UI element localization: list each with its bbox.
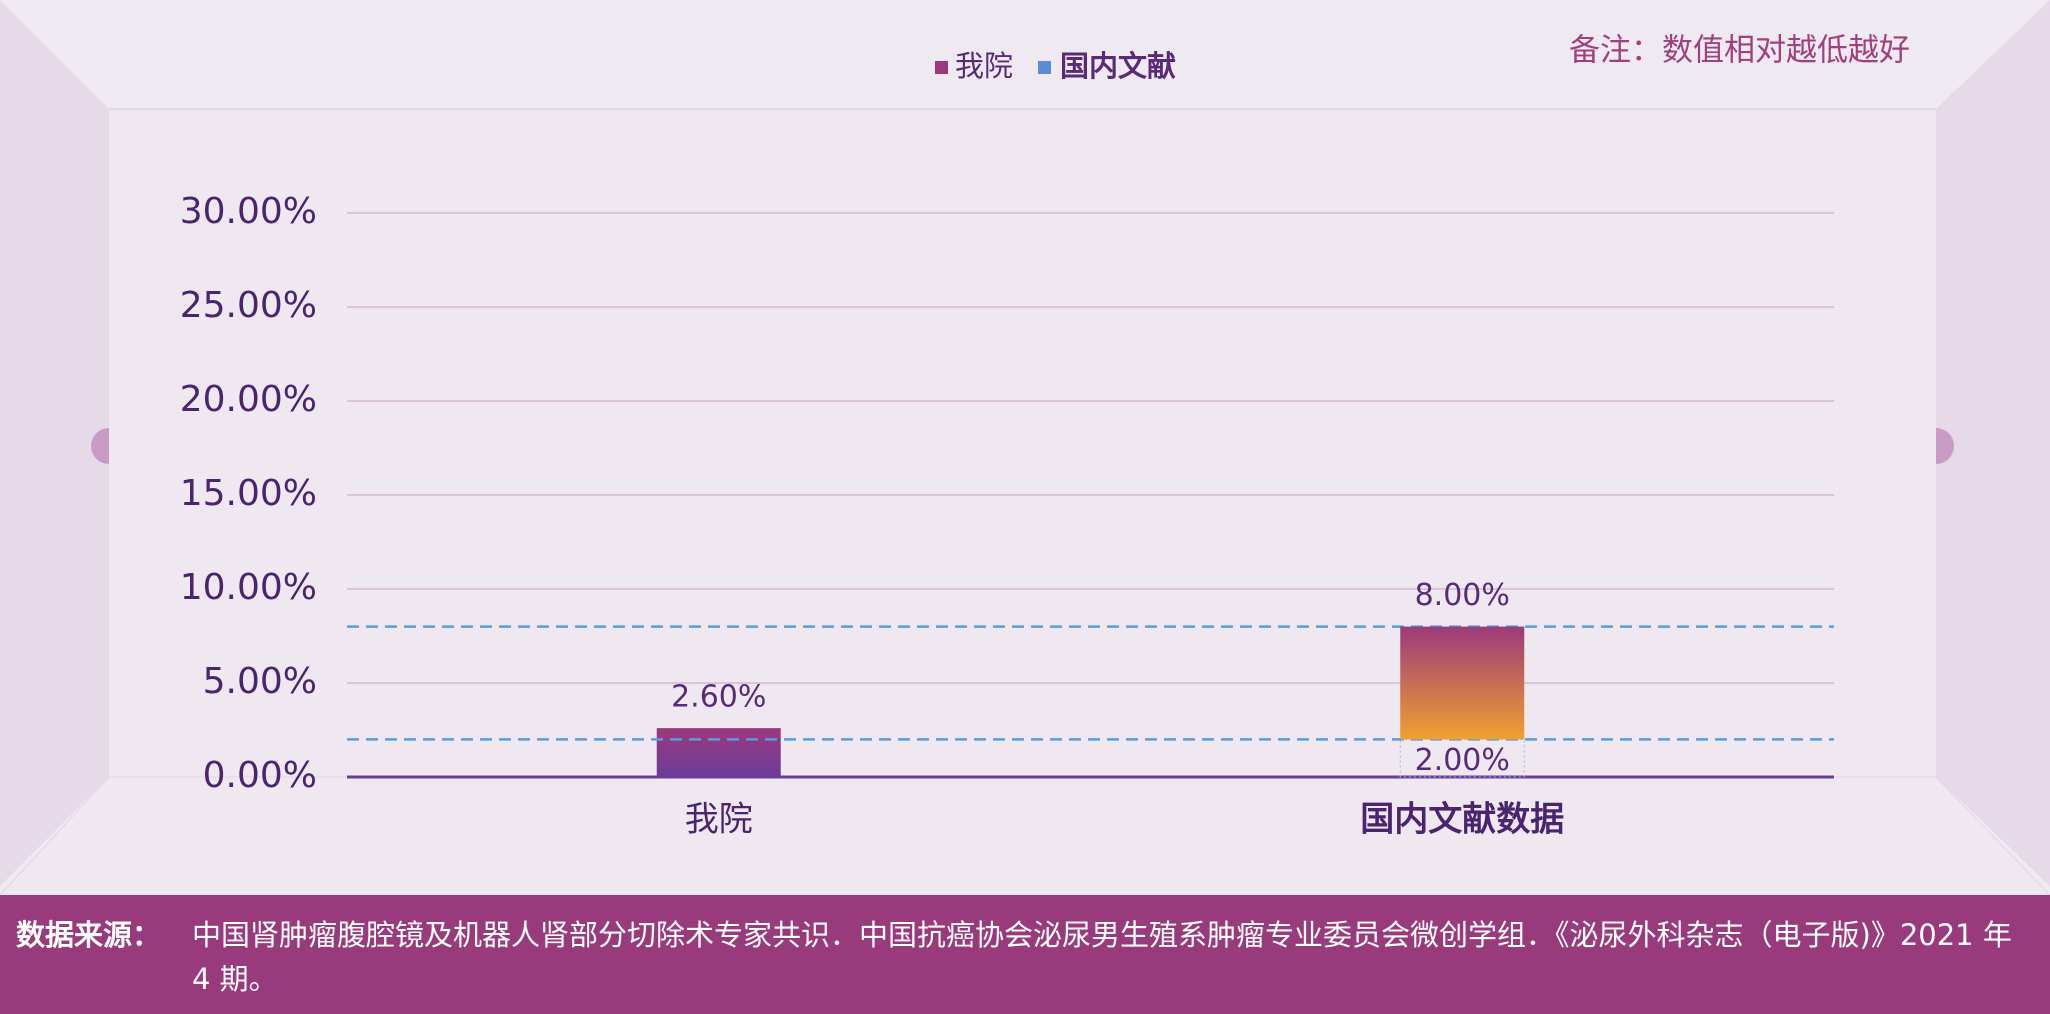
handle: [1936, 428, 1954, 464]
base-box: [1399, 738, 1525, 778]
footer-text: 中国肾肿瘤腹腔镜及机器人肾部分切除术专家共识．中国抗癌协会泌尿男生殖系肿瘤专业委…: [192, 918, 2012, 996]
data-label: 8.00%: [1415, 578, 1510, 613]
data-label: 2.60%: [671, 680, 766, 715]
y-tick-label: 20.00%: [180, 379, 317, 420]
legend-swatch: [935, 61, 948, 74]
y-tick-label: 15.00%: [180, 473, 317, 514]
bar: [656, 728, 781, 777]
legend-swatch: [1038, 61, 1051, 74]
panel: [109, 109, 1936, 777]
y-tick-label: 5.00%: [203, 661, 317, 702]
chart: 备注：数值相对越低越好 我院 国内文献 0.00% 5.00% 10.00% 15.0…: [0, 0, 2050, 895]
x-tick-label: 我院: [685, 800, 753, 840]
y-tick-label: 10.00%: [180, 567, 317, 608]
footer-label: 数据来源：: [16, 918, 162, 952]
side-panel: [0, 0, 109, 886]
y-tick-label: 0.00%: [203, 755, 317, 796]
footer: 数据来源： 中国肾肿瘤腹腔镜及机器人肾部分切除术专家共识．中国抗癌协会泌尿男生殖…: [0, 895, 2050, 1014]
x-tick-label: 国内文献数据: [1360, 800, 1564, 840]
y-tick-label: 25.00%: [180, 285, 317, 326]
data-label: 2.00%: [1415, 743, 1510, 778]
handle: [91, 428, 109, 464]
legend-label: 我院: [955, 49, 1013, 83]
y-tick-label: 30.00%: [180, 191, 317, 232]
legend-label: 国内文献: [1060, 49, 1176, 83]
side-panel: [1936, 0, 2050, 886]
bar: [1400, 626, 1525, 740]
note: 备注：数值相对越低越好: [1569, 33, 1910, 69]
